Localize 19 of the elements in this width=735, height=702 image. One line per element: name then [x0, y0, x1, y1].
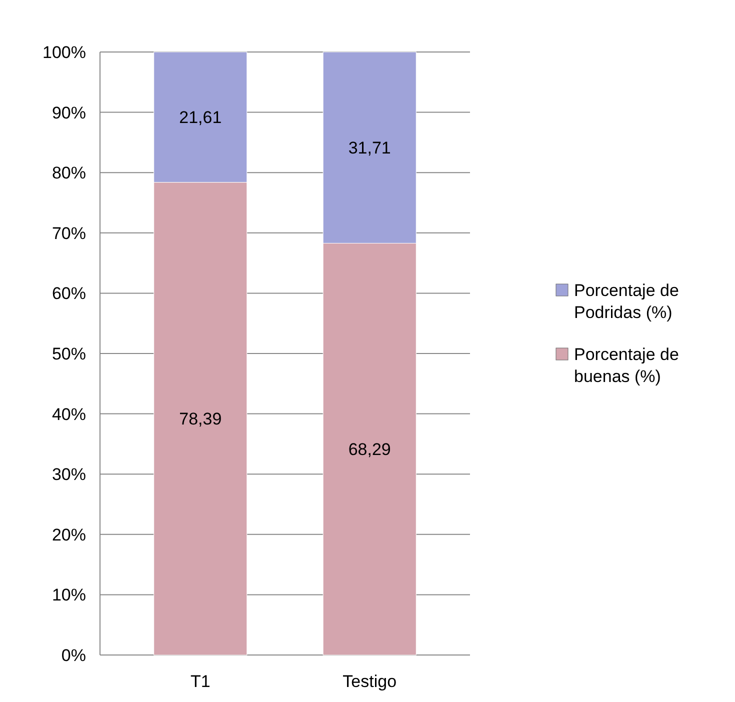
y-tick-label: 10% [52, 586, 86, 605]
y-tick-label: 70% [52, 224, 86, 243]
y-tick-label: 60% [52, 284, 86, 304]
legend-label: Porcentaje de buenas (%) [574, 344, 679, 386]
legend-label: Porcentaje de Podridas (%) [574, 280, 679, 322]
data-label: 68,29 [348, 440, 391, 460]
y-tick-label: 20% [52, 525, 86, 544]
x-tick-label: Testigo [342, 672, 397, 691]
y-tick-label: 40% [52, 404, 86, 424]
x-tick-label: T1 [190, 672, 210, 691]
y-tick-label: 50% [52, 344, 86, 364]
y-tick-label: 0% [61, 646, 86, 665]
y-tick-label: 80% [52, 164, 86, 183]
data-label: 21,61 [179, 108, 222, 128]
y-tick-label: 30% [52, 465, 86, 484]
data-label: 31,71 [348, 138, 391, 158]
y-tick-label: 100% [42, 42, 86, 62]
data-label: 78,39 [179, 410, 222, 429]
y-tick-label: 90% [52, 103, 86, 122]
